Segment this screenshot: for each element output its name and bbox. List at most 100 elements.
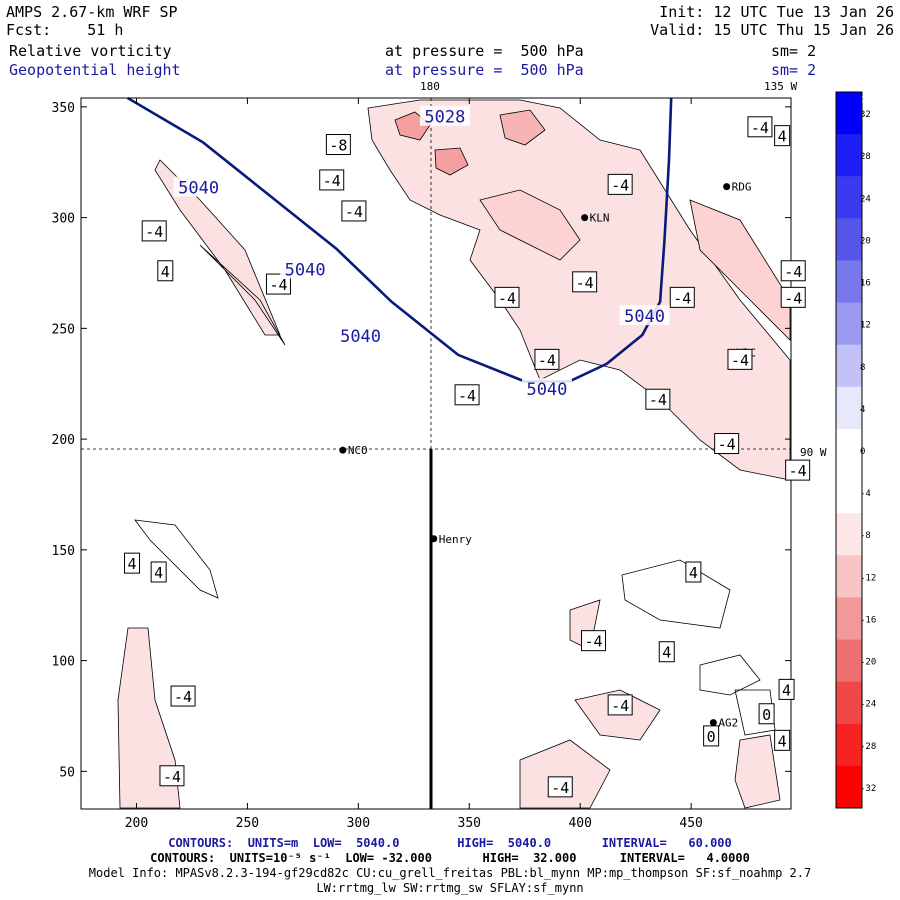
lon-135w-label: 135 W (764, 80, 797, 93)
colorbar-tick-label: 12 (860, 321, 871, 331)
vorticity-label-text: -4 (789, 462, 807, 480)
vorticity-label: 4 (774, 729, 791, 751)
x-tick-label: 300 (347, 816, 370, 831)
field1-name: Relative vorticity (9, 42, 172, 60)
field2-smoothing: sm= 2 (771, 61, 817, 79)
vorticity-label-text: -8 (329, 137, 347, 155)
station-label: AG2 (718, 717, 738, 730)
vorticity-label-box (645, 388, 671, 410)
valid-time: Valid: 15 UTC Thu 15 Jan 26 (650, 21, 894, 39)
vorticity-label-box (669, 286, 695, 308)
vorticity-label-box (774, 125, 791, 147)
vorticity-label-text: 0 (762, 706, 771, 724)
vorticity-label-box (727, 348, 753, 370)
vorticity-label: -4 (747, 116, 773, 138)
height-label: 5040 (340, 327, 381, 347)
vorticity-label: -4 (341, 200, 367, 222)
footer-vorticity-contours: CONTOURS: UNITS=10⁻⁵ s⁻¹ LOW= -32.000 HI… (150, 851, 750, 865)
vorticity-label-text: 4 (161, 263, 170, 281)
field1-smoothing: sm= 2 (771, 42, 817, 60)
vorticity-label-text: -4 (718, 436, 736, 454)
plot-border (80, 97, 792, 810)
vorticity-label-box (157, 260, 174, 282)
colorbar-tick-label: -24 (860, 700, 876, 710)
vorticity-label-box (785, 459, 811, 481)
colorbar-swatch (836, 134, 862, 177)
height-label-bg (280, 258, 331, 279)
colorbar-tick-label: 20 (860, 236, 871, 246)
vorticity-label-box (159, 765, 185, 787)
vorticity-label-text: -4 (323, 172, 341, 190)
colorbar-swatch (836, 723, 862, 767)
vorticity-label-text: 4 (128, 555, 137, 573)
vorticity-label-box (141, 220, 167, 242)
vorticity-label: -4 (547, 776, 573, 798)
footer-model-info-2: LW:rrtmg_lw SW:rrtmg_sw SFLAY:sf_mynn (316, 881, 584, 895)
vorticity-label-text: -4 (751, 119, 769, 137)
vorticity-label: -4 (785, 459, 811, 481)
colorbar-swatch (836, 639, 862, 683)
vorticity-label: -4 (319, 169, 345, 191)
vorticity-label: -4 (727, 348, 753, 370)
colorbar-tick-label: -16 (860, 615, 876, 625)
y-tick-label: 100 (52, 655, 75, 670)
field2-pressure: at pressure = 500 hPa (385, 61, 584, 79)
vorticity-label-text: -4 (784, 263, 802, 281)
station-dot (581, 214, 589, 222)
height-label: 5040 (285, 261, 326, 281)
colorbar-tick-label: 32 (860, 110, 871, 120)
vorticity-label-text: -4 (269, 276, 287, 294)
colorbar-swatch (836, 471, 862, 514)
colorbar-swatch (836, 513, 862, 556)
height-label-bg (173, 176, 224, 197)
x-tick-label: 350 (458, 816, 481, 831)
vorticity-label-text: -4 (498, 289, 516, 307)
x-tick-label: 200 (125, 816, 148, 831)
height-label: 5028 (424, 108, 465, 128)
height-label-bg (521, 378, 572, 399)
colorbar-swatch (836, 218, 862, 261)
vorticity-label: -4 (780, 286, 806, 308)
station-label: RDG (732, 181, 752, 194)
height-label-bg (419, 105, 470, 126)
vorticity-shading (117, 99, 791, 809)
vorticity-label-box (547, 776, 573, 798)
vorticity-label-box (581, 630, 607, 652)
vorticity-label-box (534, 348, 560, 370)
y-tick-label: 150 (52, 544, 75, 559)
y-tick-label: 350 (52, 101, 75, 116)
vorticity-label-text: 4 (662, 644, 671, 662)
y-tick-label: 300 (52, 212, 75, 227)
station-dot (709, 719, 717, 727)
colorbar-tick-label: -12 (860, 573, 876, 583)
colorbar-tick-label: -28 (860, 742, 876, 752)
colorbar-swatch (836, 555, 862, 598)
vorticity-label: -4 (714, 433, 740, 455)
vorticity-label-text: 4 (689, 564, 698, 582)
lon-90w-label: 90 W (800, 446, 827, 459)
colorbar-swatch (836, 92, 862, 135)
vorticity-label-text: 4 (782, 681, 791, 699)
vorticity-label-box (454, 384, 480, 406)
field2-name: Geopotential height (9, 61, 181, 79)
height-label: 5040 (526, 380, 567, 400)
x-tick-label: 450 (679, 816, 702, 831)
colorbar-swatch (836, 344, 862, 388)
vorticity-label: -4 (607, 173, 633, 195)
colorbar-swatch (836, 176, 862, 219)
vorticity-label-text: -4 (576, 274, 594, 292)
vorticity-label-box (341, 200, 367, 222)
colorbar-tick-label: -32 (860, 784, 876, 794)
colorbar-tick-label: 24 (860, 194, 871, 204)
vorticity-label-text: -4 (163, 768, 181, 786)
vorticity-label-text: 0 (707, 728, 716, 746)
vorticity-label-text: -4 (174, 688, 192, 706)
y-tick-label: 50 (59, 765, 75, 780)
vorticity-label: -4 (607, 694, 633, 716)
vorticity-label-box (319, 169, 345, 191)
footer-height-contours: CONTOURS: UNITS=m LOW= 5040.0 HIGH= 5040… (168, 836, 732, 850)
station-dot (430, 535, 438, 543)
vorticity-label: 4 (774, 125, 791, 147)
height-label: 5040 (624, 307, 665, 327)
colorbar-tick-label: -8 (860, 531, 871, 541)
